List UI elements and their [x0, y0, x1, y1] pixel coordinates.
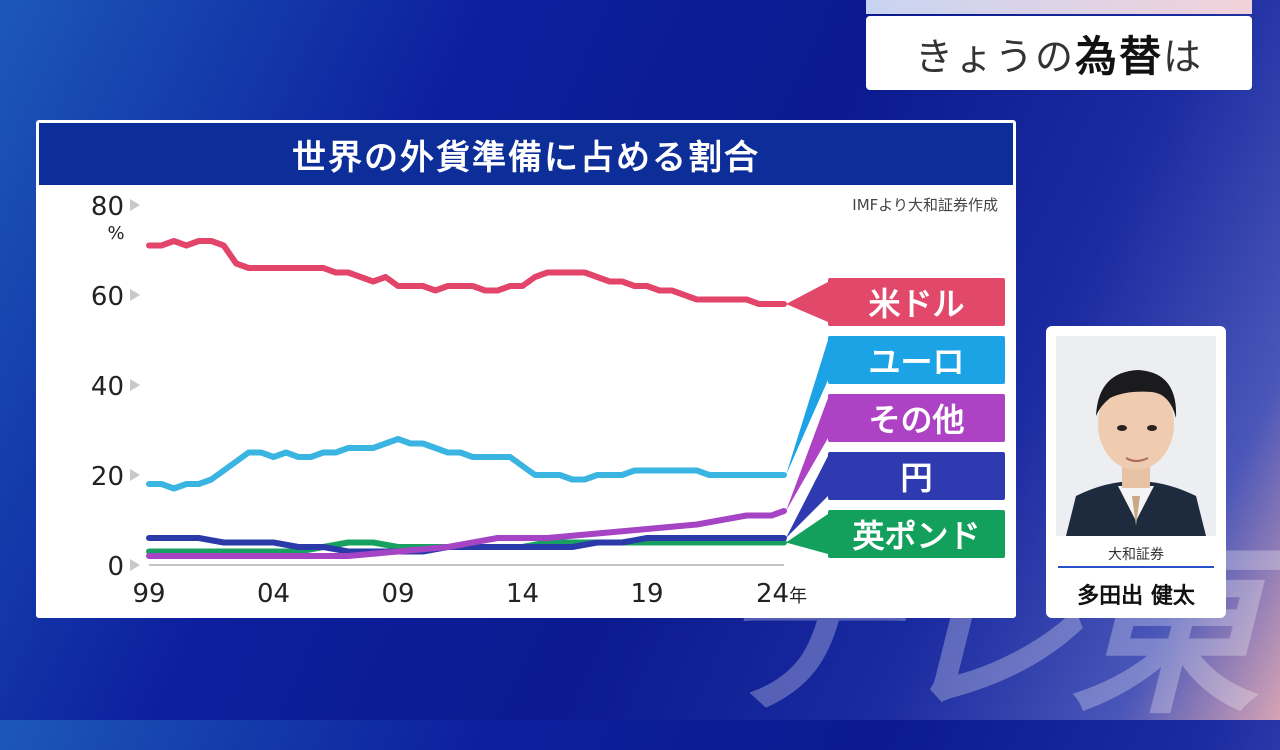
speaker-company: 大和証券: [1108, 547, 1164, 563]
topic-suffix: は: [1163, 34, 1204, 79]
y-tick-label: 60: [91, 282, 124, 312]
chart-title: 世界の外貨準備に占める割合: [39, 123, 1013, 185]
speaker-photo: [1056, 336, 1216, 536]
x-tick-label: 24年: [756, 579, 807, 609]
x-tick-label: 04: [257, 579, 290, 609]
series-line: [146, 436, 787, 492]
y-tick-arrow: [130, 379, 140, 391]
y-tick-label: 80: [91, 192, 124, 222]
legend-tag: 米ドル: [828, 278, 1005, 326]
legend-pointer: [786, 398, 828, 511]
y-tick-arrow: [130, 199, 140, 211]
legend-pointer: [786, 282, 828, 322]
topic-caption: きょうの 為替 は: [866, 16, 1252, 90]
series-line: [146, 238, 787, 307]
series-line: [146, 508, 787, 559]
y-tick-arrow: [130, 289, 140, 301]
y-unit-label: %: [107, 223, 124, 244]
y-tick-arrow: [130, 559, 140, 571]
topic-prefix: きょうの: [914, 34, 1075, 79]
x-tick-label: 19: [630, 579, 663, 609]
name-divider: [1058, 566, 1214, 568]
legend-pointer: [786, 340, 828, 475]
line-chart: 0 20 40 60 80% 99 04 09 14 19 24年: [91, 192, 828, 609]
topic-bold: 為替: [1074, 31, 1163, 81]
y-tick-label: 20: [91, 462, 124, 492]
legend-pointer: [786, 456, 828, 538]
x-tick-label: 99: [132, 579, 165, 609]
speaker-name: 多田出 健太: [1077, 584, 1195, 609]
legend-tag: その他: [828, 394, 1005, 442]
legend-pointer: [786, 514, 828, 554]
y-tick-label: 0: [107, 552, 124, 582]
legend-tag: 英ポンド: [828, 510, 1005, 558]
y-tick-label: 40: [91, 372, 124, 402]
topic-strip: [866, 0, 1252, 14]
x-tick-label: 09: [381, 579, 414, 609]
chart-source: IMFより大和証券作成: [852, 196, 998, 214]
y-tick-arrow: [130, 469, 140, 481]
speaker-card: 大和証券 多田出 健太: [1046, 326, 1226, 618]
legend-tag: ユーロ: [828, 336, 1005, 384]
x-tick-label: 14: [506, 579, 539, 609]
legend-tag: 円: [828, 452, 1005, 500]
